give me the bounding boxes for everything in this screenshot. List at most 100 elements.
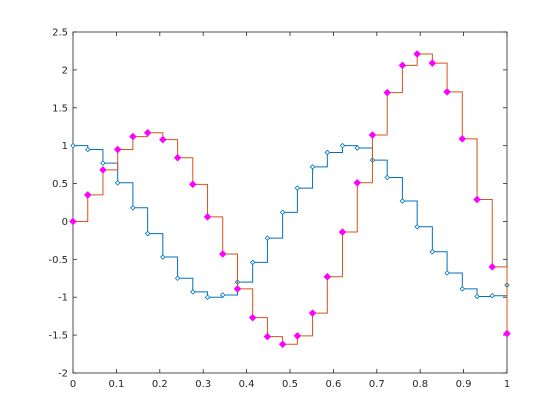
marker	[278, 340, 287, 348]
marker	[249, 259, 256, 266]
step-line	[162, 139, 179, 158]
marker	[173, 154, 182, 162]
step-line	[162, 256, 179, 279]
y-tick-label: 2.5	[52, 28, 68, 39]
marker	[84, 146, 91, 153]
marker	[444, 270, 450, 276]
y-tick-label: 2	[62, 65, 68, 76]
x-tick-label: 0.2	[152, 379, 168, 390]
marker	[458, 135, 467, 143]
marker	[174, 275, 181, 282]
x-tick-label: 1	[504, 379, 510, 390]
marker	[204, 294, 211, 300]
marker	[83, 191, 92, 199]
step-line	[447, 91, 463, 139]
marker	[414, 223, 420, 230]
y-tick-label: -1.5	[48, 331, 68, 342]
step-line	[357, 135, 373, 184]
marker	[429, 248, 436, 255]
step-line	[297, 166, 314, 189]
marker	[70, 142, 76, 149]
marker	[353, 179, 362, 187]
marker	[368, 131, 377, 139]
step-line	[237, 288, 254, 318]
marker	[398, 61, 407, 70]
marker	[248, 313, 257, 322]
step-line	[327, 232, 344, 278]
marker	[354, 145, 361, 151]
marker	[160, 254, 166, 260]
step-line	[192, 183, 209, 217]
step-line	[372, 159, 388, 178]
x-tick-label: 0.6	[325, 379, 341, 390]
marker	[279, 209, 286, 216]
step-line	[252, 238, 268, 263]
step-line	[432, 62, 448, 92]
step-line	[297, 313, 314, 337]
marker	[69, 217, 77, 226]
step-line	[282, 188, 298, 213]
step-line	[207, 216, 224, 255]
step-line	[387, 176, 403, 201]
y-tick-label: -0.5	[48, 255, 68, 266]
step-line	[402, 200, 418, 227]
x-tick-label: 0.4	[239, 379, 255, 390]
marker	[130, 205, 136, 211]
marker	[293, 332, 302, 340]
step-line	[177, 157, 194, 185]
step-line	[312, 276, 328, 314]
x-tick-label: 0.7	[369, 379, 385, 390]
marker	[473, 195, 481, 204]
marker	[294, 185, 301, 191]
y-tick-label: 0	[62, 217, 68, 228]
marker	[339, 142, 346, 149]
marker	[264, 235, 271, 241]
marker	[428, 59, 437, 67]
marker	[503, 329, 511, 338]
marker	[309, 164, 316, 170]
y-tick-label: 0.5	[52, 179, 68, 190]
marker	[383, 88, 391, 97]
step-line	[372, 92, 388, 136]
step-line	[252, 317, 268, 337]
marker	[144, 230, 151, 237]
plot-area	[72, 31, 508, 374]
step-line	[177, 277, 194, 292]
marker	[233, 285, 242, 293]
marker	[113, 145, 122, 154]
step-line	[237, 262, 254, 283]
step-line	[417, 226, 433, 252]
y-tick-label: 1.5	[52, 103, 68, 114]
step-line	[462, 138, 478, 200]
marker	[384, 174, 390, 181]
marker	[413, 50, 421, 58]
step-line	[342, 182, 358, 233]
y-tick-label: -1	[58, 293, 68, 304]
marker	[203, 213, 212, 221]
step-line	[87, 148, 104, 164]
step-line	[477, 198, 493, 267]
marker	[443, 88, 451, 96]
marker	[114, 180, 121, 186]
x-tick-label: 0.8	[412, 379, 428, 390]
marker	[308, 309, 317, 317]
marker	[100, 160, 106, 166]
step-line	[312, 152, 328, 168]
marker	[159, 135, 167, 144]
step-line	[492, 266, 508, 334]
marker	[399, 198, 406, 204]
x-tick-label: 0.9	[456, 379, 472, 390]
y-tick-label: 1	[62, 141, 68, 152]
marker	[129, 132, 137, 141]
y-tick-label: -2	[58, 369, 68, 380]
marker	[99, 166, 107, 174]
marker	[488, 263, 497, 271]
step-line	[147, 233, 164, 258]
marker	[338, 228, 347, 236]
step-line	[432, 251, 448, 273]
marker	[219, 292, 226, 298]
marker	[218, 250, 227, 258]
step-line	[402, 53, 418, 66]
step-line	[387, 65, 403, 94]
